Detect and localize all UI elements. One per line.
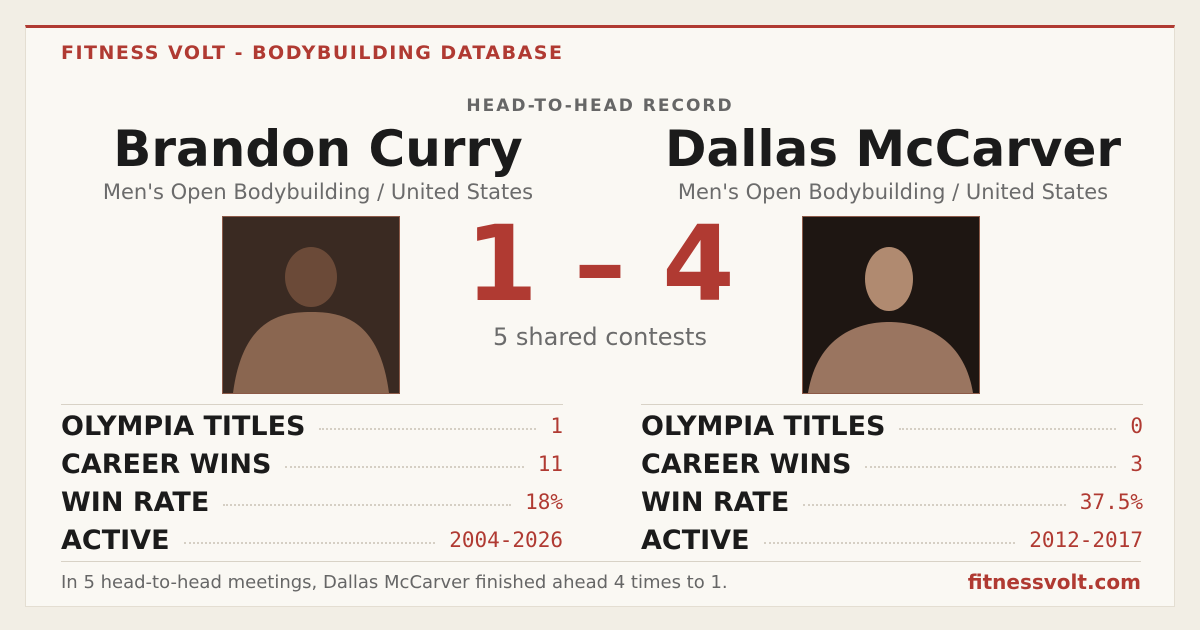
stat-label: ACTIVE xyxy=(641,524,750,556)
stat-label: OLYMPIA TITLES xyxy=(641,410,886,442)
leader xyxy=(803,504,1066,506)
stat-value: 11 xyxy=(537,452,563,476)
stat-value: 2012-2017 xyxy=(1029,528,1143,552)
stat-row: WIN RATE 18% xyxy=(61,483,563,521)
stat-row: ACTIVE 2004-2026 xyxy=(61,521,563,559)
card: FITNESS VOLT - BODYBUILDING DATABASE HEA… xyxy=(25,25,1175,607)
leader xyxy=(223,504,512,506)
shared-contests: 5 shared contests xyxy=(493,323,707,351)
stat-row: CAREER WINS 11 xyxy=(61,445,563,483)
stat-row: OLYMPIA TITLES 1 xyxy=(61,407,563,445)
stat-label: OLYMPIA TITLES xyxy=(61,410,306,442)
stat-row: WIN RATE 37.5% xyxy=(641,483,1143,521)
stat-value: 37.5% xyxy=(1079,490,1143,514)
score: 1 – 4 xyxy=(465,203,735,325)
athlete-name: Brandon Curry xyxy=(113,120,523,178)
stat-value: 2004-2026 xyxy=(449,528,563,552)
leader xyxy=(319,428,537,430)
athlete-photo xyxy=(222,216,400,394)
stat-label: ACTIVE xyxy=(61,524,170,556)
leader xyxy=(865,466,1117,468)
leader xyxy=(763,542,1016,544)
stats: OLYMPIA TITLES 1 CAREER WINS 11 WIN RATE 18% A… xyxy=(61,404,563,559)
stat-row: OLYMPIA TITLES 0 xyxy=(641,407,1143,445)
stat-row: CAREER WINS 3 xyxy=(641,445,1143,483)
stat-value: 1 xyxy=(550,414,563,438)
stat-value: 18% xyxy=(525,490,563,514)
stat-label: CAREER WINS xyxy=(641,448,852,480)
site-link[interactable]: fitnessvolt.com xyxy=(967,570,1141,594)
athlete-name: Dallas McCarver xyxy=(664,120,1122,178)
leader xyxy=(183,542,436,544)
stat-label: CAREER WINS xyxy=(61,448,272,480)
section-title: HEAD-TO-HEAD RECORD xyxy=(466,96,734,116)
stat-label: WIN RATE xyxy=(641,486,790,518)
brand: FITNESS VOLT - BODYBUILDING DATABASE xyxy=(61,42,564,64)
stat-row: ACTIVE 2012-2017 xyxy=(641,521,1143,559)
stats: OLYMPIA TITLES 0 CAREER WINS 3 WIN RATE 37.5%… xyxy=(641,404,1143,559)
athlete-division: Men's Open Bodybuilding / United States xyxy=(102,180,534,204)
stat-value: 3 xyxy=(1130,452,1143,476)
footer: In 5 head-to-head meetings, Dallas McCar… xyxy=(61,561,1141,594)
stat-label: WIN RATE xyxy=(61,486,210,518)
leader xyxy=(285,466,524,468)
athlete-division: Men's Open Bodybuilding / United States xyxy=(677,180,1109,204)
leader xyxy=(899,428,1117,430)
athlete-photo xyxy=(802,216,980,394)
summary: In 5 head-to-head meetings, Dallas McCar… xyxy=(61,571,728,593)
stat-value: 0 xyxy=(1130,414,1143,438)
